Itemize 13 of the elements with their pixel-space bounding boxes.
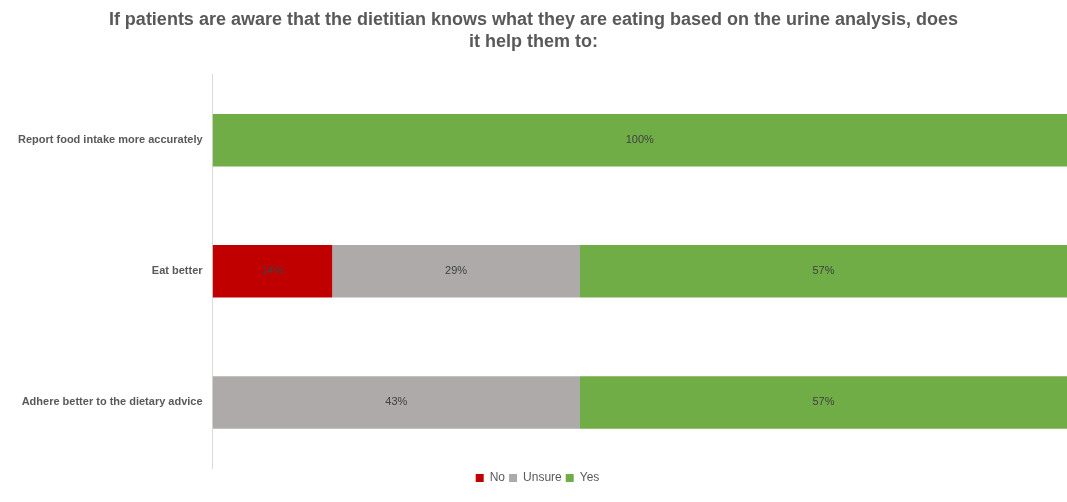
data-label: 14% (261, 264, 284, 277)
data-label: 57% (812, 395, 835, 408)
data-label: 100% (625, 133, 655, 146)
legend-label: No (489, 470, 506, 485)
chart-title: If patients are aware that the dietitian knows what they are eating based on the urine analysis, does it help them to: (107, 8, 960, 53)
data-label: 43% (385, 395, 408, 408)
legend-label: Unsure (523, 470, 563, 485)
data-label: 29% (445, 264, 468, 277)
y-tick-label: Report food intake more accurately (18, 133, 204, 146)
data-label: 57% (812, 264, 835, 277)
legend-label: Yes (579, 470, 600, 485)
y-tick-label: Eat better (151, 264, 204, 277)
y-tick-label: Adhere better to the dietary advice (21, 395, 203, 408)
